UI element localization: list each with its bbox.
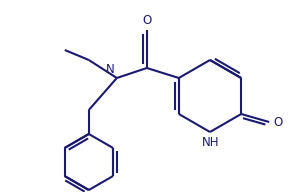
Text: O: O bbox=[273, 116, 283, 128]
Text: O: O bbox=[142, 14, 151, 27]
Text: NH: NH bbox=[202, 136, 220, 149]
Text: N: N bbox=[106, 63, 115, 76]
